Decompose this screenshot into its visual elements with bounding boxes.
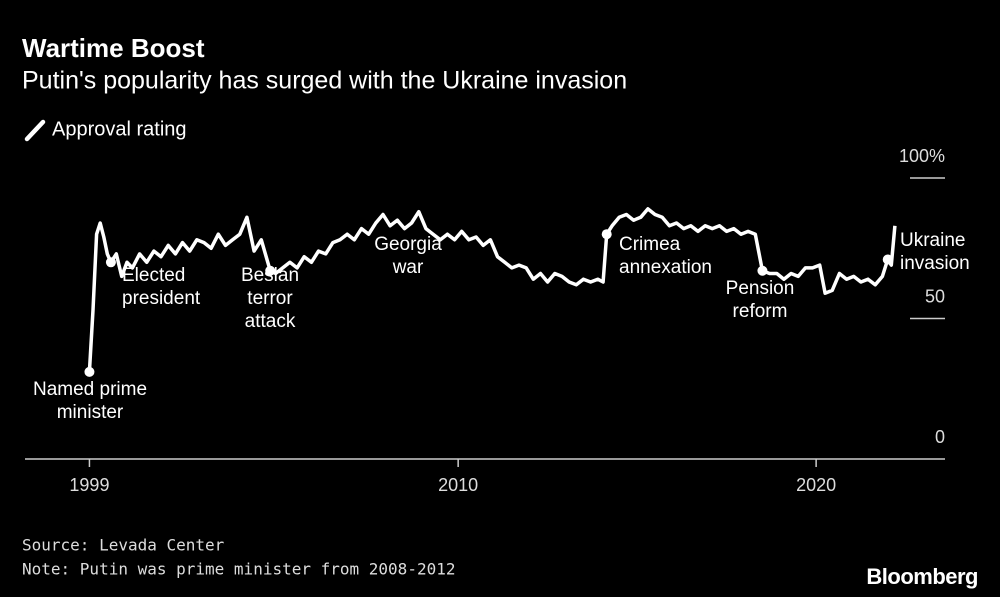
annotation-text: minister <box>57 402 124 423</box>
annotation-text: Elected <box>122 265 185 286</box>
annotation-text: reform <box>733 301 788 322</box>
annotation-text: Crimea <box>619 234 681 255</box>
annotation-dot <box>601 229 612 240</box>
annotation-text: president <box>122 288 201 309</box>
annotation-dot <box>84 366 95 377</box>
chart-subtitle: Putin's popularity has surged with the U… <box>22 67 627 95</box>
annotation-text: annexation <box>619 257 712 278</box>
annotation-dot <box>265 265 276 276</box>
y-tick-label: 100% <box>899 146 945 166</box>
annotation-text: Ukraine <box>900 230 965 251</box>
x-tick-label: 2020 <box>796 475 836 495</box>
annotation-text: invasion <box>900 253 970 274</box>
annotation-dot <box>105 257 116 268</box>
annotation-dot <box>882 254 893 265</box>
annotation-text: terror <box>247 288 293 309</box>
y-tick-label: 50 <box>925 286 945 306</box>
annotation-text: war <box>392 257 424 278</box>
annotation-text: attack <box>245 311 296 332</box>
brand: Bloomberg <box>866 564 978 589</box>
chart-title: Wartime Boost <box>22 33 205 63</box>
note: Note: Putin was prime minister from 2008… <box>22 560 455 579</box>
source: Source: Levada Center <box>22 536 225 555</box>
y-tick-label: 0 <box>935 427 945 447</box>
legend-swatch <box>24 119 46 142</box>
x-tick-label: 1999 <box>69 475 109 495</box>
annotation-text: Named prime <box>33 379 147 400</box>
annotation-text: Georgia <box>374 234 442 255</box>
annotation-dot <box>757 265 768 276</box>
legend-label: Approval rating <box>52 118 187 140</box>
x-tick-label: 2010 <box>438 475 478 495</box>
annotation-text: Pension <box>726 278 795 299</box>
